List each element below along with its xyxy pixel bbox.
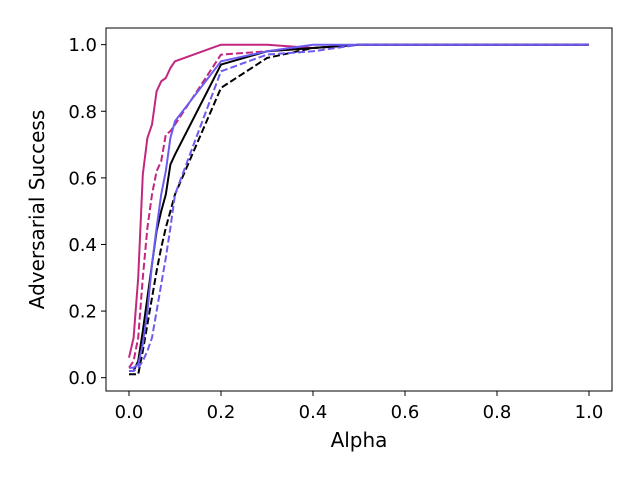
x-tick-label: 0.2 [207, 402, 236, 423]
series-layer [128, 43, 589, 376]
x-tick-label: 0.4 [299, 402, 328, 423]
y-tick-label: 0.0 [68, 368, 97, 389]
series-line-6 [129, 43, 589, 372]
x-tick-label: 0.8 [483, 402, 512, 423]
y-tick-label: 0.6 [68, 168, 97, 189]
series-line-1 [128, 43, 589, 358]
x-tick-label: 0.0 [115, 402, 144, 423]
x-axis-ticks: 0.0 0.2 0.4 0.6 0.8 1.0 [115, 391, 604, 423]
x-axis-label: Alpha [331, 428, 388, 452]
y-axis-label: Adversarial Success [25, 110, 49, 310]
plot-frame [105, 27, 613, 392]
x-tick-label: 1.0 [575, 402, 604, 423]
series-line-5 [129, 43, 589, 369]
x-tick-label: 0.6 [391, 402, 420, 423]
y-tick-label: 0.8 [68, 102, 97, 123]
series-line-3 [129, 43, 589, 372]
y-tick-label: 0.2 [68, 302, 97, 323]
y-axis-ticks: 0.0 0.2 0.4 0.6 0.8 1.0 [68, 35, 106, 389]
y-tick-label: 0.4 [68, 235, 97, 256]
y-tick-label: 1.0 [68, 35, 97, 56]
